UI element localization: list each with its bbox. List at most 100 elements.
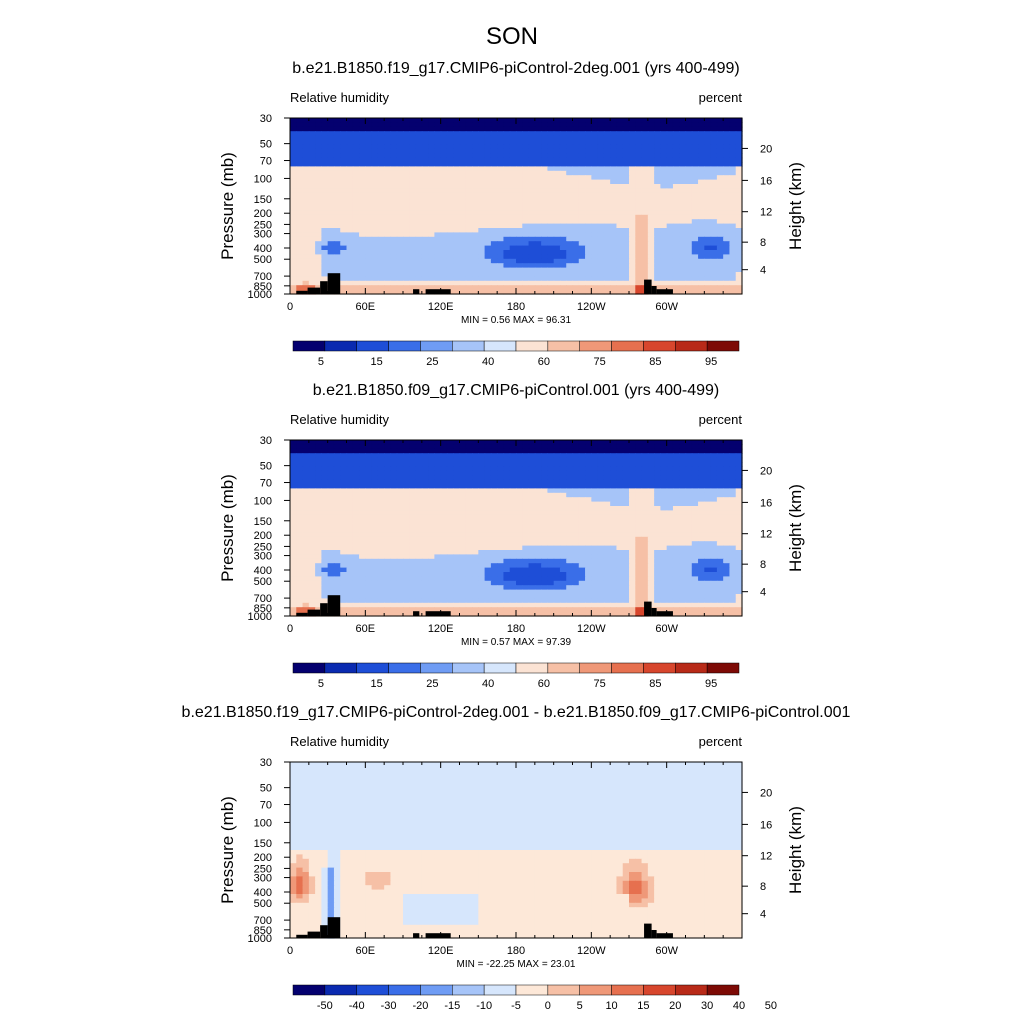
field-cell [629,166,636,172]
field-cell [440,206,448,211]
field-cell [497,545,505,551]
field-cell [597,267,605,273]
field-cell [572,457,580,463]
field-cell [729,214,737,220]
field-cell [597,523,605,529]
field-cell [566,250,574,255]
field-cell [484,497,492,503]
field-cell [484,457,492,463]
field-cell [610,206,618,211]
field-cell [371,510,379,516]
field-cell [315,545,322,551]
field-cell [352,197,360,203]
field-cell [352,250,360,255]
field-cell [434,448,442,454]
field-cell [541,162,548,167]
field-cell [428,232,435,238]
field-cell [616,514,624,520]
field-cell [622,532,630,538]
field-cell [616,506,624,511]
field-cell [591,267,599,273]
field-cell [290,192,297,198]
field-cell [647,510,655,516]
field-cell [691,170,699,176]
field-cell [315,272,322,277]
field-cell [710,528,718,533]
field-cell [346,457,354,463]
field-cell [616,201,624,207]
field-cell [729,488,737,494]
field-cell [516,267,523,273]
field-cell [403,219,410,225]
field-cell [403,188,410,194]
field-cell [459,197,467,203]
field-cell [327,541,335,547]
field-cell [710,272,718,277]
colorbar-box [547,340,580,352]
field-cell [365,170,373,176]
field-cell [566,245,574,251]
field-cell [396,267,404,273]
field-cell [723,497,731,503]
field-cell [622,254,630,260]
field-cell [603,210,611,216]
field-cell [528,528,536,533]
field-cell [654,162,661,167]
field-cell [704,236,712,242]
field-cell [735,484,743,489]
field-cell [327,457,335,463]
field-cell [679,272,687,277]
field-cell [415,440,423,445]
field-cell [365,280,373,286]
field-cell [547,479,555,485]
field-cell [377,440,385,445]
field-cell [371,457,379,463]
field-cell [716,484,724,489]
field-cell [340,448,348,454]
field-cell [591,122,599,128]
field-cell [478,214,486,220]
field-cell [340,558,348,564]
field-cell [641,245,649,251]
field-cell [685,131,693,137]
field-cell [290,135,297,141]
field-cell [729,462,737,467]
field-cell [290,263,297,269]
field-cell [434,558,442,564]
field-cell [616,272,624,277]
field-cell [421,122,429,128]
field-cell [315,444,322,450]
field-cell [434,179,442,185]
field-cell [685,210,693,216]
field-cell [446,258,454,264]
field-cell [472,184,479,189]
field-cell [716,126,724,132]
field-cell [541,285,548,291]
figure-title: SON [486,23,538,50]
field-cell [578,118,586,123]
field-cell [534,228,542,233]
field-cell [497,162,505,167]
field-cell [522,228,530,233]
field-cell [691,219,699,225]
field-cell [371,188,379,194]
y-tick-label: 50 [260,139,272,151]
field-cell [296,554,304,560]
field-cell [541,210,548,216]
field-cell [622,175,630,181]
field-cell [290,206,297,211]
field-cell [509,250,517,255]
field-cell [497,219,505,225]
field-cell [371,462,379,467]
field-cell [566,148,574,154]
field-cell [704,232,712,238]
field-cell [478,219,486,225]
field-cell [365,210,373,216]
field-cell [641,153,649,159]
field-cell [534,131,542,137]
field-cell [610,126,618,132]
field-cell [528,206,536,211]
field-cell [585,118,592,123]
field-cell [698,488,705,494]
field-cell [296,484,304,489]
